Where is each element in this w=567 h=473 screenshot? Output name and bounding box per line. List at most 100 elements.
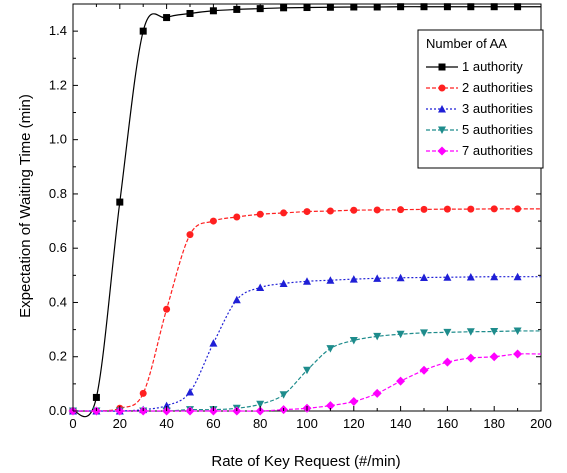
data-point (256, 283, 265, 292)
data-point (279, 279, 288, 287)
legend-label: 1 authority (462, 59, 523, 74)
data-point (443, 205, 451, 213)
data-point (280, 209, 288, 217)
data-point (514, 205, 522, 213)
data-point (209, 339, 218, 347)
y-tick-label: 0.4 (49, 294, 67, 309)
x-tick-label: 100 (296, 416, 318, 431)
x-tick-label: 180 (483, 416, 505, 431)
legend-entry: 1 authority (426, 59, 523, 74)
data-point (326, 207, 334, 215)
x-tick-label: 40 (159, 416, 173, 431)
data-point (490, 327, 499, 336)
x-tick-label: 200 (530, 416, 552, 431)
data-point (349, 336, 358, 345)
data-point (513, 272, 522, 281)
data-point (325, 401, 335, 411)
data-point (490, 205, 498, 213)
data-point (116, 198, 124, 206)
series-line (72, 276, 541, 412)
data-point (489, 352, 499, 362)
y-tick-label: 1.2 (49, 77, 67, 92)
data-point (232, 295, 241, 304)
data-point (303, 366, 311, 375)
data-point (186, 388, 194, 396)
legend-label: 7 authorities (462, 143, 533, 158)
data-point (186, 9, 194, 17)
legend-marker (438, 84, 446, 92)
data-point (209, 217, 217, 225)
data-point (420, 273, 428, 282)
data-point (443, 273, 452, 281)
axes-layer: 0 20 40 60 80 100 120 140 160 180 200 0.0 0.2 0.4 0.6 0… (49, 4, 552, 431)
data-point (326, 276, 335, 284)
data-point (162, 401, 171, 410)
data-point (139, 389, 147, 397)
legend-box (417, 29, 544, 169)
x-tick-label: 0 (69, 416, 76, 431)
data-point (466, 328, 475, 336)
legend-marker (438, 126, 446, 134)
x-tick-label: 60 (206, 416, 220, 431)
data-point (490, 272, 499, 281)
data-point (373, 332, 382, 341)
legend-entry: 3 authorities (426, 101, 533, 116)
data-point (350, 206, 358, 214)
data-point (466, 353, 476, 363)
data-point (420, 329, 428, 337)
legend-title: Number of AA (426, 36, 507, 51)
legend-entry: 5 authorities (426, 122, 533, 137)
data-point (303, 277, 311, 285)
data-point (396, 330, 405, 339)
data-point (186, 231, 194, 239)
legend-entries: 1 authority 2 authorities 3 authorities 5 a… (426, 59, 533, 158)
data-point (163, 305, 171, 313)
data-point (373, 206, 381, 214)
data-point (442, 357, 452, 367)
data-point (279, 391, 288, 399)
data-point (233, 5, 241, 13)
y-tick-label: 0.6 (49, 240, 67, 255)
x-tick-label: 160 (437, 416, 459, 431)
y-tick-label: 0.2 (49, 349, 67, 364)
data-point (163, 14, 171, 22)
legend-entry: 2 authorities (426, 80, 533, 95)
data-point (303, 208, 311, 216)
data-point (233, 213, 241, 221)
x-tick-label: 140 (390, 416, 412, 431)
data-point (209, 7, 217, 15)
data-point (349, 397, 359, 407)
data-point (373, 274, 382, 282)
data-point (396, 376, 406, 386)
data-point (467, 205, 475, 213)
data-point (256, 210, 264, 218)
legend-label: 2 authorities (462, 80, 533, 95)
data-point (372, 388, 382, 398)
x-axis-title: Rate of Key Request (#/min) (211, 453, 400, 470)
legend-entry: 7 authorities (426, 143, 533, 158)
series-line (72, 6, 541, 418)
data-point (420, 205, 428, 213)
data-point (92, 393, 100, 401)
x-tick-label: 20 (113, 416, 127, 431)
data-point (326, 345, 335, 353)
y-tick-label: 1.0 (49, 132, 67, 147)
data-point (443, 328, 452, 337)
legend-marker (437, 146, 447, 156)
legend: Number of AA 1 authority 2 authorities 3 a… (417, 29, 544, 169)
data-point (513, 327, 522, 335)
y-tick-label: 1.4 (49, 23, 67, 38)
legend-marker (438, 63, 446, 71)
data-point (280, 4, 288, 12)
data-point (349, 275, 358, 283)
data-point (513, 349, 523, 359)
data-point (466, 272, 475, 281)
data-point (256, 400, 265, 409)
data-point (397, 206, 405, 214)
x-tick-label: 80 (253, 416, 267, 431)
data-point (396, 273, 405, 282)
data-point (139, 27, 147, 35)
y-tick-label: 0.8 (49, 186, 67, 201)
legend-marker (438, 105, 446, 113)
